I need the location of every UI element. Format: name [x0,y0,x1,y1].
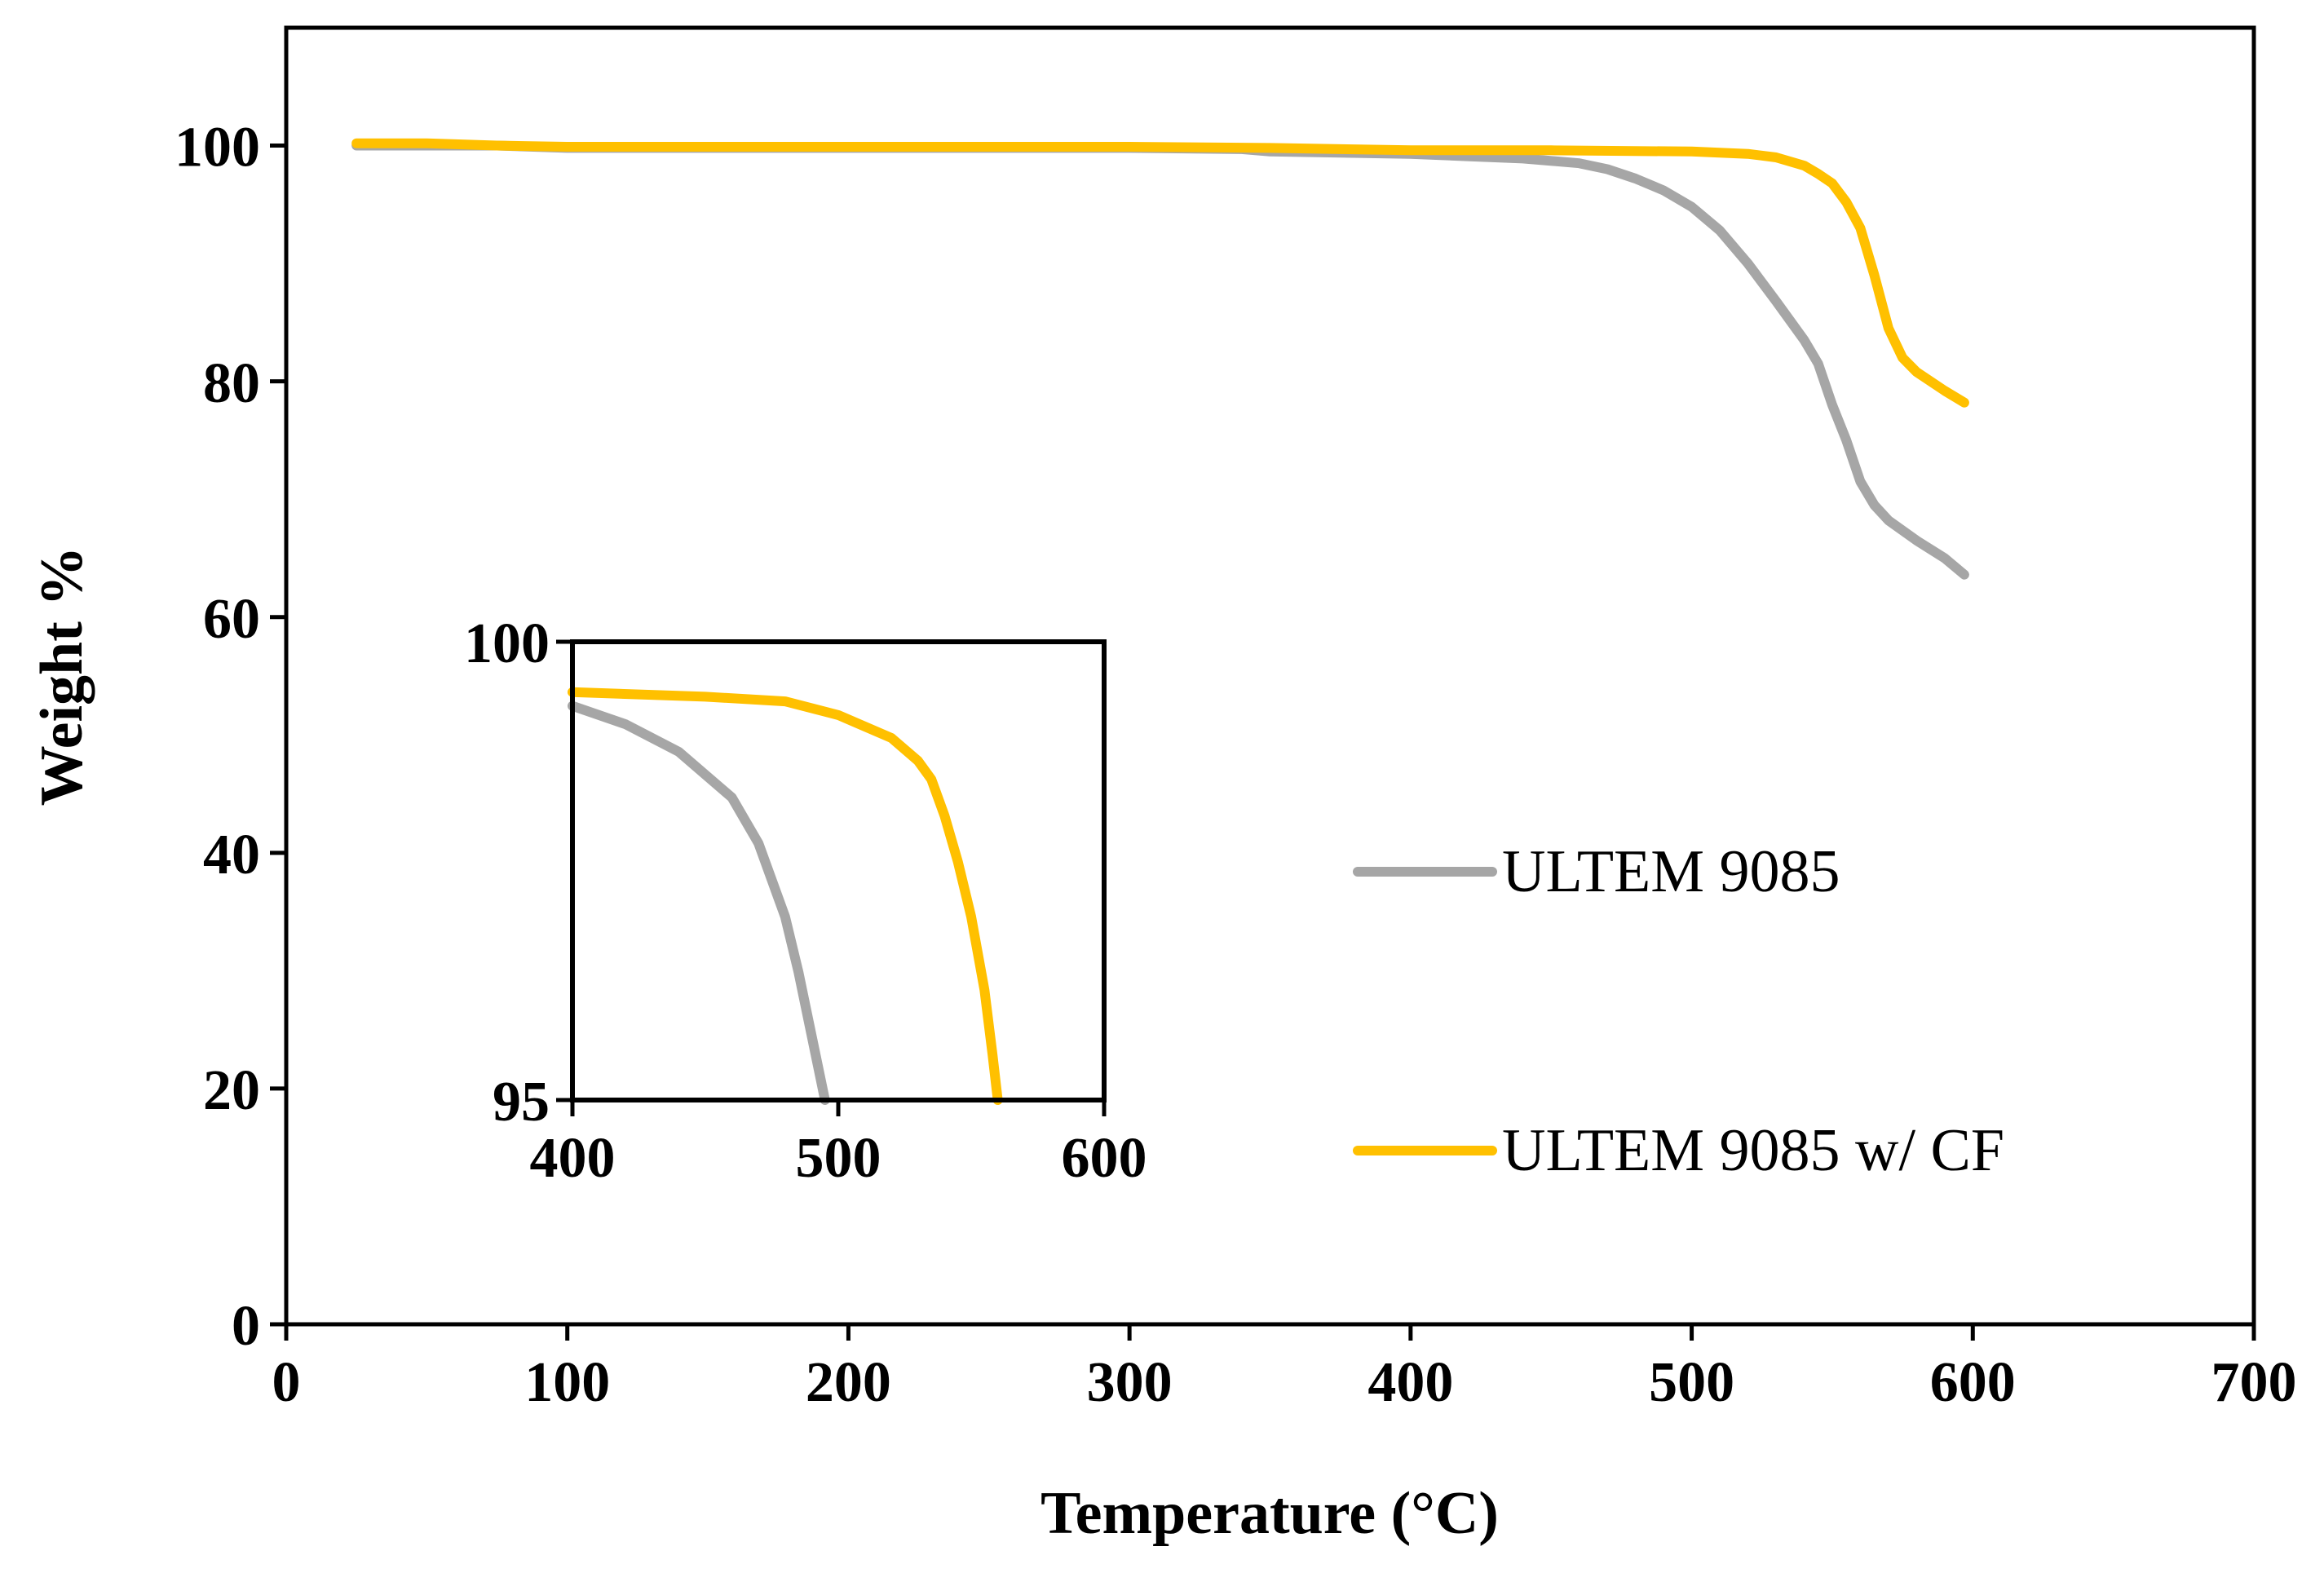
inset-x-axis: 400 500 600 [530,1100,1147,1190]
inset-series-line-ultem-9085 [568,700,830,1105]
main-x-tick-label: 200 [806,1351,891,1414]
main-x-tick-label: 300 [1087,1351,1173,1414]
inset-series-line-ultem-9085-w-cf [568,687,1003,1105]
inset-x-tick-label: 600 [1062,1127,1147,1190]
main-x-axis: 0 100 200 300 400 500 600 700 [272,1324,2297,1414]
inset-y-axis: 95 100 [464,612,572,1133]
inset-x-tick-label: 400 [530,1127,616,1190]
inset-x-tick-label: 500 [796,1127,881,1190]
main-y-tick-label: 40 [203,824,260,886]
main-plot-frame [284,25,2256,1327]
main-y-tick-label: 60 [203,588,260,651]
y-axis-label: Weight % [29,546,95,806]
main-series-group [351,138,1969,580]
legend-label-ultem-9085: ULTEM 9085 [1502,838,1840,905]
legend-label-ultem-9085-cf: ULTEM 9085 w/ CF [1502,1117,2004,1184]
main-y-tick-label: 80 [203,352,260,415]
main-x-tick-label: 100 [524,1351,610,1414]
inset-y-tick-label: 100 [464,612,550,675]
main-x-tick-label: 0 [272,1351,301,1414]
main-x-tick-label: 600 [1930,1351,2016,1414]
legend: ULTEM 9085 ULTEM 9085 w/ CF [1353,838,2004,1184]
main-x-tick-label: 400 [1367,1351,1453,1414]
inset-background [551,644,1104,1098]
main-y-tick-label: 0 [232,1295,260,1358]
main-y-tick-label: 20 [203,1059,260,1122]
main-y-axis: 0 20 40 60 80 100 [175,117,286,1358]
main-y-tick-label: 100 [175,117,260,179]
main-series-line-ultem-9085-w-cf [351,138,1969,408]
inset-series-group [568,687,1003,1105]
inset-y-tick-label: 95 [493,1071,550,1133]
main-x-tick-label: 500 [1649,1351,1734,1414]
x-axis-label: Temperature (°C) [1040,1480,1499,1547]
main-x-tick-label: 700 [2211,1351,2297,1414]
